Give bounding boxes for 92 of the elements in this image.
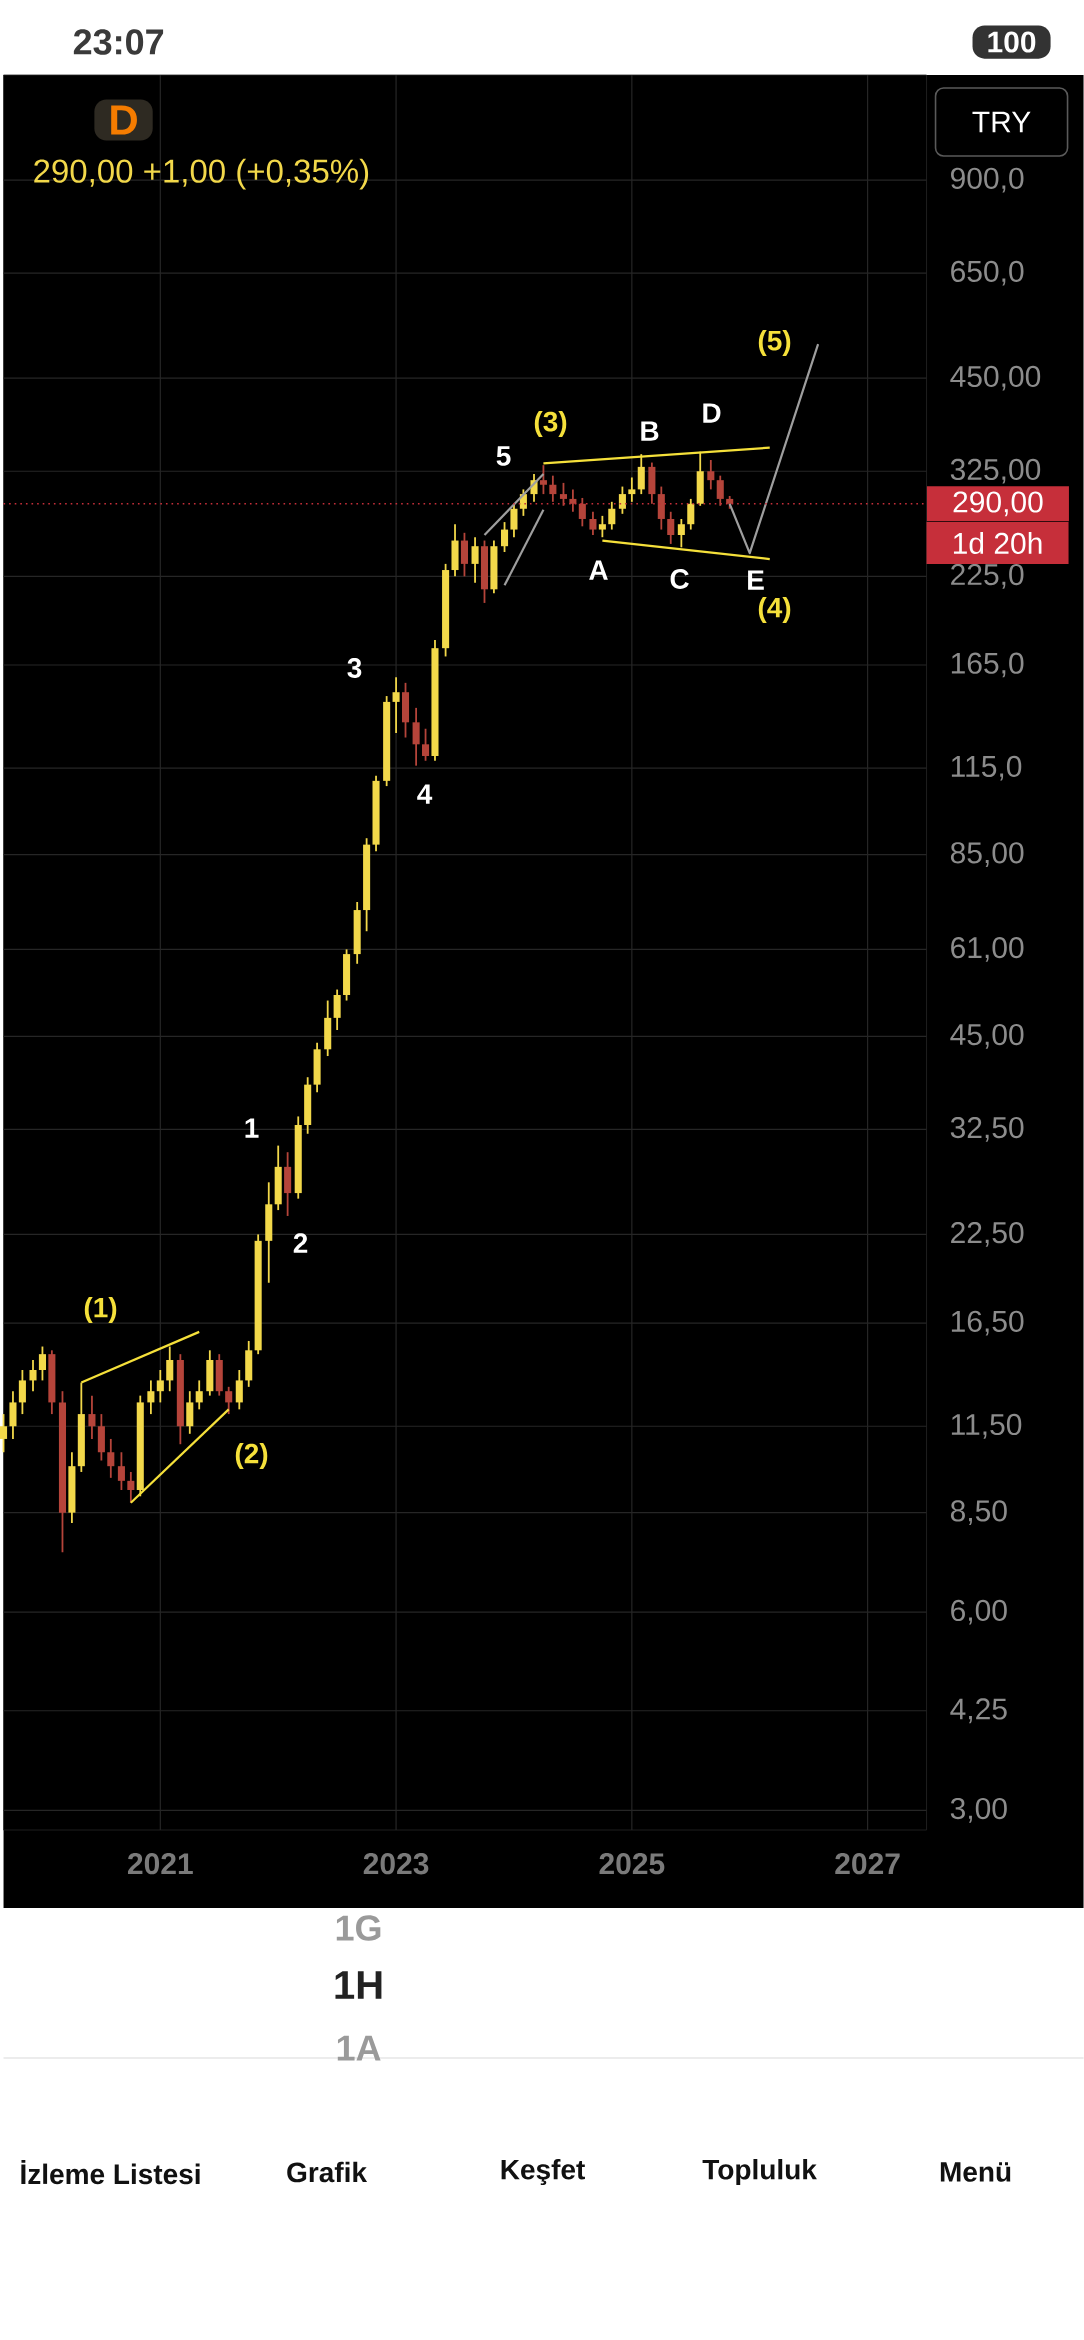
x-tick-label: 2021 — [127, 1853, 193, 1875]
candlestick — [471, 536, 479, 584]
y-tick-label: 3,00 — [950, 1797, 1007, 1823]
candlestick — [559, 482, 567, 507]
text: Grafik — [287, 2161, 367, 2183]
candlestick — [500, 521, 508, 553]
text: 1G — [336, 1915, 381, 1941]
candlestick — [598, 514, 606, 539]
x-tick-label: 2027 — [835, 1853, 900, 1875]
annotation: 5 — [496, 446, 511, 466]
candlestick — [147, 1379, 155, 1415]
candlestick — [539, 464, 547, 495]
candlestick — [9, 1390, 17, 1440]
candlestick — [333, 988, 341, 1031]
y-tick-label: 4,25 — [950, 1698, 1007, 1724]
annotation: A — [588, 560, 608, 580]
annotation: (2) — [235, 1442, 268, 1470]
y-tick-label: 6,00 — [950, 1599, 1007, 1625]
annotation: (3) — [534, 410, 567, 438]
candlestick — [186, 1390, 194, 1435]
candlestick — [549, 474, 557, 503]
candlestick — [38, 1345, 46, 1382]
candlestick — [29, 1359, 37, 1393]
text: TRY — [972, 111, 1031, 133]
y-tick-label: 11,50 — [951, 1413, 1022, 1439]
annotation: B — [641, 421, 659, 441]
annotation: 3 — [347, 658, 362, 678]
candlestick — [225, 1385, 233, 1415]
y-tick-label: 16,50 — [951, 1310, 1024, 1336]
annotation: (5) — [758, 329, 791, 357]
y-tick-label: 165,0 — [951, 652, 1024, 678]
candlestick — [107, 1438, 115, 1479]
text: 23:07 — [73, 29, 163, 55]
y-tick-label: 8,50 — [950, 1500, 1007, 1526]
y-tick-label: 900,0 — [950, 167, 1024, 193]
candlestick — [412, 706, 420, 767]
candlestick — [569, 488, 577, 513]
candlestick — [716, 474, 724, 507]
ref-line-label: 290,00 — [953, 491, 1043, 517]
candlestick — [618, 485, 626, 515]
text: Menü — [940, 2162, 1011, 2182]
y-tick-label: 61,00 — [950, 936, 1024, 962]
candlestick — [510, 502, 518, 539]
y-tick-label: 22,50 — [950, 1222, 1024, 1247]
text: 1d 20h — [953, 532, 1042, 555]
candlestick — [589, 510, 597, 536]
y-tick-label: 325,00 — [950, 458, 1041, 484]
y-tick-label: 32,50 — [950, 1116, 1024, 1142]
y-tick-label: 115,0 — [951, 755, 1022, 781]
candlestick — [156, 1369, 164, 1404]
x-tick-label: 2025 — [599, 1853, 665, 1875]
annotation: C — [670, 569, 689, 589]
y-tick-label: 650,0 — [950, 260, 1024, 286]
candlestick — [667, 510, 675, 545]
x-tick-label: 2023 — [363, 1853, 429, 1875]
text: 1A — [337, 2035, 381, 2061]
y-tick-label: 450,00 — [950, 365, 1041, 391]
candlestick — [235, 1369, 243, 1411]
annotation: 4 — [417, 784, 433, 804]
candlestick — [392, 676, 400, 734]
text: 100 — [988, 31, 1036, 53]
candlestick — [687, 498, 695, 531]
candlestick — [677, 518, 685, 549]
candlestick — [578, 497, 586, 528]
annotation: (1) — [84, 1296, 117, 1324]
candlestick — [88, 1394, 96, 1440]
annotation: 2 — [293, 1233, 308, 1253]
candlestick — [637, 453, 645, 495]
candlestick — [166, 1345, 174, 1393]
candlestick — [117, 1451, 125, 1491]
y-tick-label: 85,00 — [950, 842, 1024, 867]
text: Keşfet — [501, 2158, 585, 2186]
candlestick — [0, 1413, 7, 1454]
candlestick — [421, 727, 429, 762]
text: 1H — [335, 1971, 382, 1999]
annotation: 290,00 +1,00 (+0,35%) — [34, 158, 368, 190]
text: İzleme Listesi — [21, 2159, 200, 2185]
candlestick — [707, 459, 715, 491]
y-tick-label: 45,00 — [950, 1023, 1024, 1049]
annotation: D — [703, 403, 721, 423]
candlestick — [18, 1369, 26, 1415]
candlestick — [195, 1379, 203, 1411]
annotation: 1 — [245, 1118, 259, 1138]
annotation: D — [111, 105, 137, 135]
y-tick-label: 225,0 — [950, 563, 1024, 589]
annotation: (4) — [758, 596, 791, 624]
annotation: E — [747, 570, 764, 590]
candlestick — [628, 476, 636, 503]
text: Topluluk — [702, 2158, 817, 2186]
candlestick — [608, 500, 616, 531]
candlestick — [460, 531, 468, 578]
candlestick — [127, 1471, 135, 1504]
